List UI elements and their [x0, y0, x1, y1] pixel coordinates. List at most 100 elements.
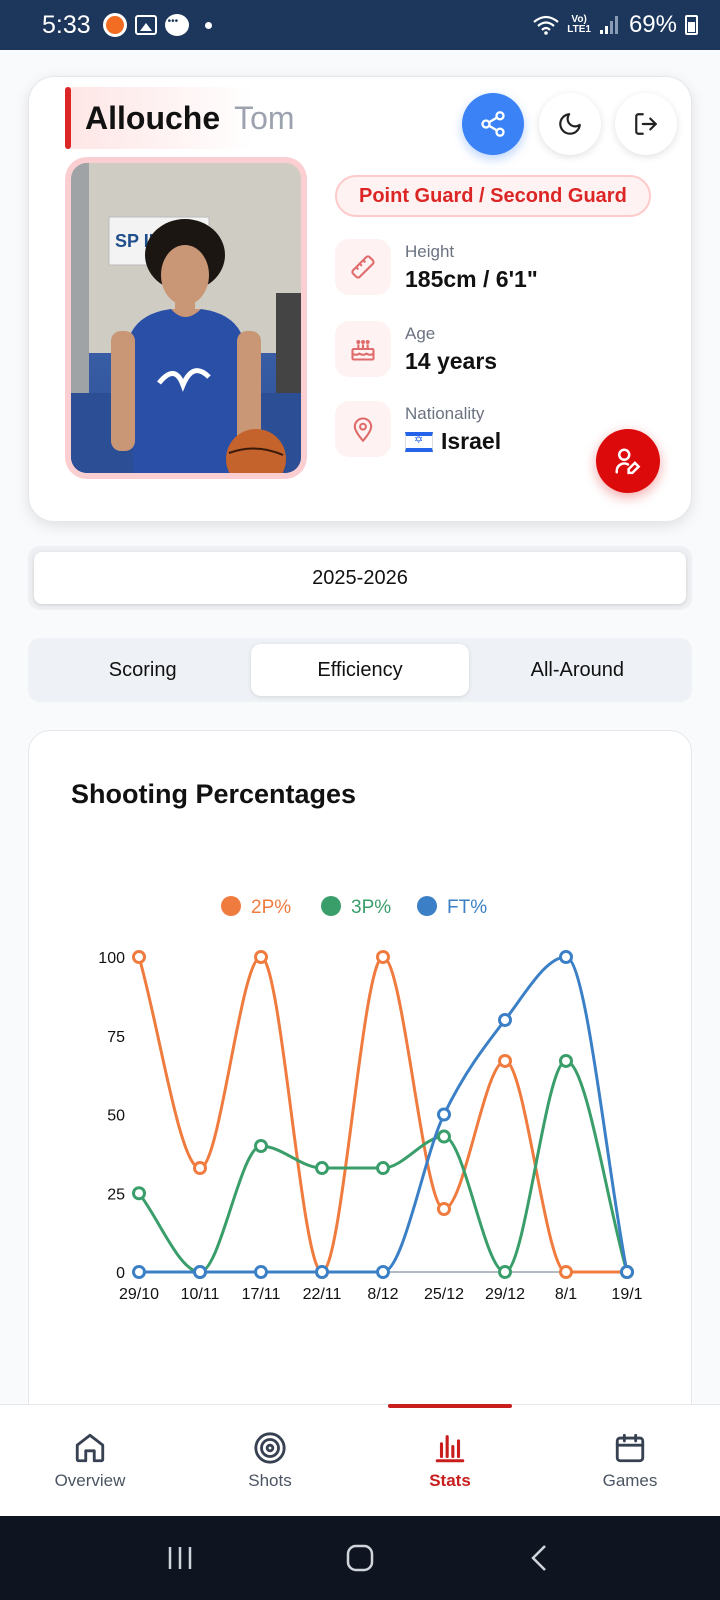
battery-percent: 69%: [628, 11, 677, 38]
moon-icon: [559, 113, 581, 135]
data-point: [437, 1107, 451, 1122]
data-point: [254, 1265, 268, 1279]
data-point: [132, 950, 146, 964]
legend-entry: 2P%: [251, 897, 291, 918]
tab-scoring[interactable]: Scoring: [108, 658, 177, 681]
x-tick-label: 17/11: [242, 1286, 281, 1303]
legend-swatch: [321, 896, 341, 916]
nav-shots-label: Shots: [248, 1470, 292, 1490]
ruler-icon: [335, 239, 391, 295]
tab-efficiency[interactable]: Efficiency: [251, 644, 469, 696]
share-icon: [481, 111, 505, 137]
data-point: [376, 950, 390, 964]
data-point: [254, 950, 268, 964]
status-time: 5:33: [42, 10, 91, 39]
player-first-name: Tom: [234, 99, 295, 136]
data-point: [132, 1265, 146, 1279]
data-point: [437, 1129, 451, 1144]
x-tick-label: 25/12: [424, 1286, 464, 1303]
back-icon[interactable]: [525, 1543, 555, 1573]
data-point: [254, 1139, 268, 1153]
edit-profile-button[interactable]: [596, 429, 660, 493]
network-volte: Vo): [571, 14, 587, 25]
name-accent-bar: [65, 87, 71, 149]
height-value: 185cm / 6'1": [405, 265, 538, 292]
more-notifications-icon: [204, 21, 212, 29]
nav-stats[interactable]: Stats: [360, 1404, 540, 1516]
season-selector: 2025-2026: [28, 546, 692, 610]
tab-all-around[interactable]: All-Around: [530, 658, 625, 681]
wifi-icon: [533, 15, 559, 35]
legend-swatch: [221, 896, 241, 916]
legend-entry: 3P%: [351, 897, 391, 918]
y-tick-label: 25: [107, 1186, 125, 1203]
height-label: Height: [405, 241, 455, 261]
data-point: [620, 1265, 634, 1279]
data-point: [132, 1186, 146, 1201]
position-badge: Point Guard / Second Guard: [335, 175, 651, 217]
x-tick-label: 29/10: [119, 1286, 159, 1303]
nav-games[interactable]: Games: [540, 1405, 720, 1516]
israel-flag-icon: [405, 432, 433, 453]
y-tick-label: 100: [98, 950, 125, 967]
battery-icon: [685, 15, 698, 35]
share-button[interactable]: [462, 93, 524, 155]
nationality-label: Nationality: [405, 403, 485, 423]
player-last-name: Allouche: [85, 99, 221, 136]
logout-button[interactable]: [615, 93, 677, 155]
status-bar: 5:33 Vo) LTE1 69%: [0, 0, 720, 50]
height-info: Height 185cm / 6'1": [335, 237, 538, 297]
season-dropdown[interactable]: 2025-2026: [34, 552, 686, 604]
calendar-icon: [615, 1433, 645, 1462]
cake-icon: [335, 321, 391, 377]
bar-chart-icon: [435, 1434, 465, 1462]
data-point: [498, 1265, 512, 1279]
player-profile-card: Allouche Tom SP IND: [28, 76, 692, 522]
series-line: [137, 955, 627, 1274]
recent-apps-icon[interactable]: [165, 1543, 195, 1573]
data-point: [315, 1265, 329, 1279]
nationality-info: Nationality Israel: [335, 399, 501, 459]
user-edit-icon: [615, 448, 641, 475]
stats-tabs: Scoring Efficiency All-Around: [28, 638, 692, 702]
gallery-icon: [134, 15, 157, 35]
nav-games-label: Games: [602, 1470, 658, 1490]
data-point: [498, 1053, 512, 1068]
age-label: Age: [405, 323, 436, 343]
x-tick-label: 10/11: [181, 1286, 220, 1303]
data-point: [559, 1265, 573, 1279]
shooting-percentages-chart: 0 25 50 75 100 29/10 10/11 17/11 22/11 8/12 25/12 2…: [98, 896, 643, 1303]
x-tick-label: 29/12: [485, 1286, 525, 1303]
home-system-icon[interactable]: [344, 1542, 376, 1574]
location-pin-icon: [335, 401, 391, 457]
legend-swatch: [417, 896, 437, 916]
player-photo-image: SP IND: [71, 163, 301, 473]
y-tick-label: 0: [116, 1265, 125, 1282]
dark-mode-button[interactable]: [539, 93, 601, 155]
data-point: [376, 1161, 390, 1176]
x-tick-label: 8/1: [555, 1286, 577, 1303]
data-point: [559, 950, 573, 964]
x-tick-label: 22/11: [303, 1286, 342, 1303]
nav-shots[interactable]: Shots: [180, 1405, 360, 1516]
data-point: [498, 1013, 512, 1027]
y-tick-label: 75: [107, 1029, 125, 1046]
chart-title: Shooting Percentages: [71, 779, 357, 809]
logout-icon: [635, 113, 657, 135]
nav-overview[interactable]: Overview: [0, 1405, 180, 1516]
message-icon: [164, 14, 189, 36]
player-photo-illustration: SP IND: [71, 163, 301, 473]
nav-stats-label: Stats: [429, 1470, 471, 1490]
home-icon: [75, 1433, 105, 1462]
target-icon: [254, 1431, 286, 1464]
y-tick-label: 50: [107, 1108, 125, 1125]
data-point: [193, 1161, 207, 1176]
player-photo[interactable]: SP IND: [65, 157, 307, 479]
notification-app-icon: [102, 13, 127, 37]
age-value: 14 years: [405, 347, 498, 374]
bottom-navigation: Overview Shots Stats Games: [0, 1404, 720, 1516]
nationality-value: Israel: [405, 428, 501, 455]
data-point: [315, 1161, 329, 1176]
nationality-text: Israel: [441, 427, 502, 454]
x-tick-label: 19/1: [611, 1286, 642, 1303]
